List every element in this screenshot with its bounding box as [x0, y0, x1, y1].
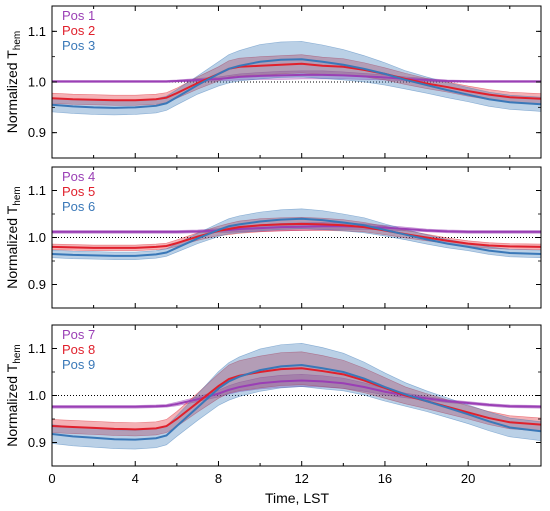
legend-entry: Pos 8 [62, 342, 95, 357]
y-axis-label-text: Normalized T [4, 205, 20, 288]
y-tick-label: 0.9 [28, 125, 46, 140]
legend-entry: Pos 1 [62, 8, 95, 23]
x-tick-label: 0 [48, 471, 55, 486]
legend-entry: Pos 2 [62, 23, 95, 38]
x-tick-label: 16 [378, 471, 392, 486]
x-tick-label: 12 [294, 471, 308, 486]
y-tick-label: 1.0 [28, 230, 46, 245]
x-tick-label: 4 [132, 471, 139, 486]
series-band-pos-6 [52, 209, 541, 260]
legend-entry: Pos 3 [62, 38, 95, 53]
y-axis-label: Normalized Them [4, 344, 23, 446]
y-axis-label-sub: hem [12, 186, 23, 205]
x-axis-label: Time, LST [265, 490, 329, 506]
y-tick-label: 0.9 [28, 435, 46, 450]
y-axis-label-text: Normalized T [4, 363, 20, 446]
legend-entry: Pos 5 [62, 184, 95, 199]
y-tick-label: 0.9 [28, 277, 46, 292]
y-axis-label-sub: hem [12, 31, 23, 50]
x-tick-label: 20 [461, 471, 475, 486]
y-tick-label: 1.0 [28, 75, 46, 90]
y-axis-label: Normalized Them [4, 186, 23, 288]
y-axis-label: Normalized Them [4, 31, 23, 133]
legend-entry: Pos 9 [62, 357, 95, 372]
y-tick-label: 1.1 [28, 24, 46, 39]
x-tick-label: 8 [215, 471, 222, 486]
y-tick-label: 1.0 [28, 388, 46, 403]
panel-3: 0.9 1.0 1.1 0 4 8 12 16 20 Pos 7Pos 8Pos 9 Normali… [4, 325, 541, 486]
y-tick-label: 1.1 [28, 341, 46, 356]
legend-entry: Pos 6 [62, 199, 95, 214]
panel-2: 0.9 1.0 1.1 Pos 4Pos 5Pos 6 Normalized Them [4, 167, 541, 308]
y-tick-label: 1.1 [28, 183, 46, 198]
panel-1: 0.9 1.0 1.1 Pos 1Pos 2Pos 3 Normalized Them [4, 6, 541, 158]
y-axis-label-text: Normalized T [4, 50, 20, 133]
series-band-pos-9 [52, 343, 541, 449]
plot-frame [52, 167, 541, 308]
y-axis-label-sub: hem [12, 344, 23, 363]
legend-entry: Pos 4 [62, 169, 95, 184]
legend-entry: Pos 7 [62, 327, 95, 342]
